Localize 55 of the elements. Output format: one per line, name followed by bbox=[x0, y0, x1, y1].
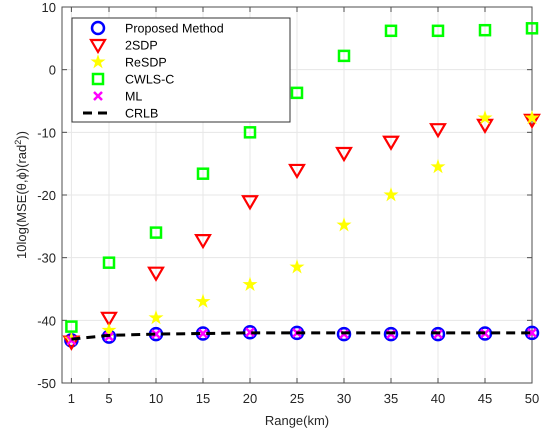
point bbox=[100, 312, 118, 326]
y-tick-label: -10 bbox=[37, 125, 56, 140]
x-tick-label: 50 bbox=[524, 391, 540, 406]
point bbox=[150, 226, 162, 239]
y-tick-label: -30 bbox=[37, 250, 56, 266]
point bbox=[195, 294, 211, 308]
point bbox=[244, 126, 256, 139]
point bbox=[196, 167, 210, 180]
y-tick-label: -40 bbox=[37, 313, 56, 328]
point bbox=[288, 164, 306, 178]
x-tick-label: 10 bbox=[148, 391, 164, 406]
legend-label: Proposed Method bbox=[125, 22, 224, 36]
y-tick-label: 10 bbox=[42, 0, 56, 15]
point bbox=[524, 114, 540, 128]
point bbox=[289, 259, 305, 274]
point bbox=[432, 24, 444, 38]
x-tick-label: 15 bbox=[196, 391, 210, 406]
point bbox=[382, 136, 400, 150]
x-axis-title: Range(km) bbox=[264, 413, 330, 428]
y-tick-label: -20 bbox=[37, 188, 56, 203]
point bbox=[336, 146, 352, 162]
point bbox=[430, 158, 446, 174]
point bbox=[194, 234, 212, 248]
point bbox=[478, 24, 492, 36]
legend-label: ReSDP bbox=[125, 56, 167, 70]
x-tick-label: 20 bbox=[242, 391, 258, 406]
point bbox=[338, 50, 350, 62]
x-tick-label: 45 bbox=[478, 391, 492, 406]
point bbox=[102, 256, 116, 269]
point bbox=[242, 276, 258, 291]
point bbox=[383, 187, 399, 202]
point bbox=[430, 123, 446, 138]
point bbox=[477, 110, 493, 124]
legend-label: CWLS-C bbox=[125, 72, 174, 86]
point bbox=[476, 118, 494, 133]
point bbox=[336, 217, 352, 232]
legend-label: CRLB bbox=[125, 106, 158, 120]
x-tick-label: 30 bbox=[336, 391, 352, 406]
point bbox=[524, 110, 540, 124]
y-tick-label: 0 bbox=[48, 62, 56, 78]
x-tick-label: 5 bbox=[105, 391, 113, 406]
x-tick-label: 1 bbox=[68, 391, 76, 406]
y-tick-label: -50 bbox=[37, 376, 56, 391]
x-tick-label: 35 bbox=[384, 391, 398, 406]
point bbox=[148, 266, 164, 281]
point bbox=[242, 195, 258, 210]
legend-label: ML bbox=[125, 90, 142, 104]
x-tick-label: 40 bbox=[430, 391, 446, 406]
point bbox=[384, 24, 398, 38]
legend-label: 2SDP bbox=[125, 38, 158, 52]
point bbox=[65, 320, 78, 333]
point bbox=[526, 22, 538, 35]
point bbox=[290, 86, 304, 100]
point bbox=[148, 310, 164, 324]
x-tick-label: 25 bbox=[290, 391, 304, 406]
